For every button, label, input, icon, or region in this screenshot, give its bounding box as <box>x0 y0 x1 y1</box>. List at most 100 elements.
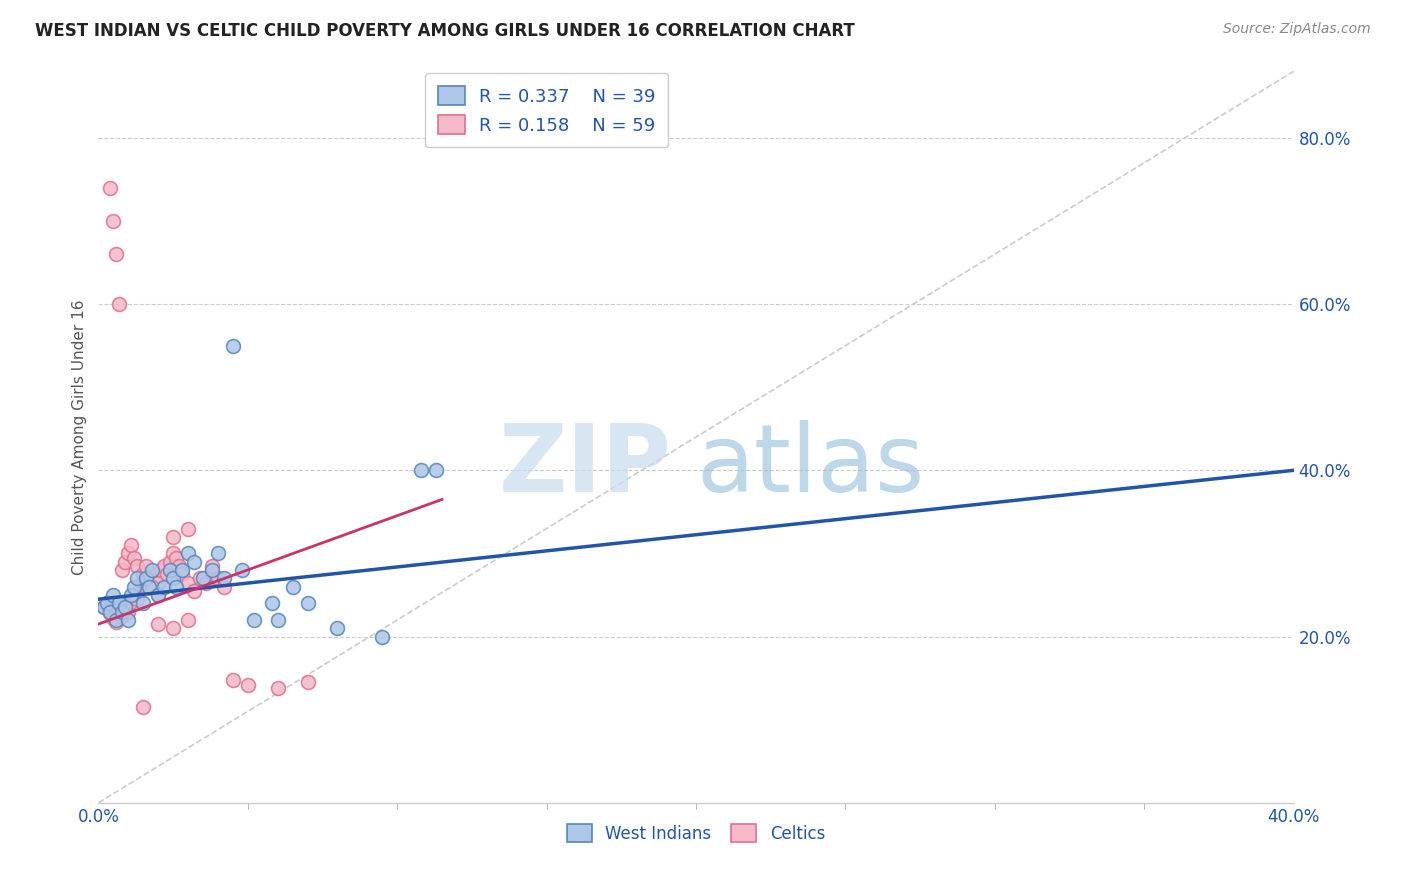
Point <box>153 558 176 573</box>
Point <box>124 588 146 602</box>
Point <box>132 567 155 582</box>
Point <box>120 594 142 608</box>
Point <box>260 596 283 610</box>
Point <box>132 575 155 590</box>
Point <box>165 580 187 594</box>
Point <box>103 611 125 625</box>
Point <box>177 521 200 535</box>
Point <box>165 550 187 565</box>
Point <box>129 583 152 598</box>
Point <box>111 608 134 623</box>
Point <box>148 575 170 590</box>
Point <box>108 603 131 617</box>
Point <box>138 571 160 585</box>
Point <box>177 575 200 590</box>
Point <box>297 596 319 610</box>
Point <box>141 580 163 594</box>
Point <box>191 571 214 585</box>
Point <box>132 596 155 610</box>
Point <box>98 605 122 619</box>
Point <box>93 600 115 615</box>
Point <box>177 546 200 560</box>
Point <box>159 555 181 569</box>
Point <box>162 546 184 560</box>
Point <box>141 563 163 577</box>
Point <box>207 571 229 585</box>
Point <box>105 615 128 629</box>
Point <box>188 571 211 585</box>
Point <box>212 580 235 594</box>
Point <box>156 567 179 582</box>
Point <box>120 588 142 602</box>
Point <box>96 596 118 610</box>
Point <box>98 607 122 621</box>
Point <box>108 297 131 311</box>
Point <box>172 563 194 577</box>
Point <box>117 605 139 619</box>
Point <box>243 613 266 627</box>
Point <box>167 558 190 573</box>
Point <box>135 580 157 594</box>
Point <box>141 567 163 582</box>
Point <box>281 580 304 594</box>
Point <box>201 567 224 582</box>
Point <box>236 678 259 692</box>
Point <box>207 546 229 560</box>
Point <box>425 463 447 477</box>
Point <box>127 592 149 607</box>
Text: WEST INDIAN VS CELTIC CHILD POVERTY AMONG GIRLS UNDER 16 CORRELATION CHART: WEST INDIAN VS CELTIC CHILD POVERTY AMON… <box>35 22 855 40</box>
Point <box>124 550 146 565</box>
Point <box>103 588 125 602</box>
Point <box>172 567 194 582</box>
Point <box>195 575 218 590</box>
Point <box>177 613 200 627</box>
Point <box>105 247 128 261</box>
Point <box>153 580 176 594</box>
Text: Source: ZipAtlas.com: Source: ZipAtlas.com <box>1223 22 1371 37</box>
Point <box>201 558 224 573</box>
Point <box>98 180 122 194</box>
Point <box>111 563 134 577</box>
Point <box>162 530 184 544</box>
Point <box>117 546 139 560</box>
Point <box>127 558 149 573</box>
Point <box>148 617 170 632</box>
Point <box>297 675 319 690</box>
Point <box>108 596 131 610</box>
Point <box>105 613 128 627</box>
Point <box>135 558 157 573</box>
Point <box>148 588 170 602</box>
Point <box>326 621 349 635</box>
Point <box>371 630 394 644</box>
Point <box>114 600 136 615</box>
Point <box>183 555 205 569</box>
Text: ZIP: ZIP <box>499 420 672 512</box>
Point <box>143 573 166 587</box>
Point <box>148 588 170 602</box>
Point <box>201 563 224 577</box>
Point <box>222 338 245 352</box>
Point <box>159 563 181 577</box>
Point <box>111 605 134 619</box>
Point <box>127 571 149 585</box>
Point <box>150 563 173 577</box>
Point <box>411 463 433 477</box>
Y-axis label: Child Poverty Among Girls Under 16: Child Poverty Among Girls Under 16 <box>72 300 87 574</box>
Legend: West Indians, Celtics: West Indians, Celtics <box>560 817 832 849</box>
Point <box>231 563 253 577</box>
Point <box>103 214 125 228</box>
Point <box>117 613 139 627</box>
Point <box>96 596 118 610</box>
Point <box>267 681 290 695</box>
Point <box>162 571 184 585</box>
Point <box>135 571 157 585</box>
Point <box>132 700 155 714</box>
Point <box>183 583 205 598</box>
Point <box>120 538 142 552</box>
Point <box>124 580 146 594</box>
Point <box>267 613 290 627</box>
Point <box>93 600 115 615</box>
Point <box>162 621 184 635</box>
Point <box>114 555 136 569</box>
Point <box>114 598 136 612</box>
